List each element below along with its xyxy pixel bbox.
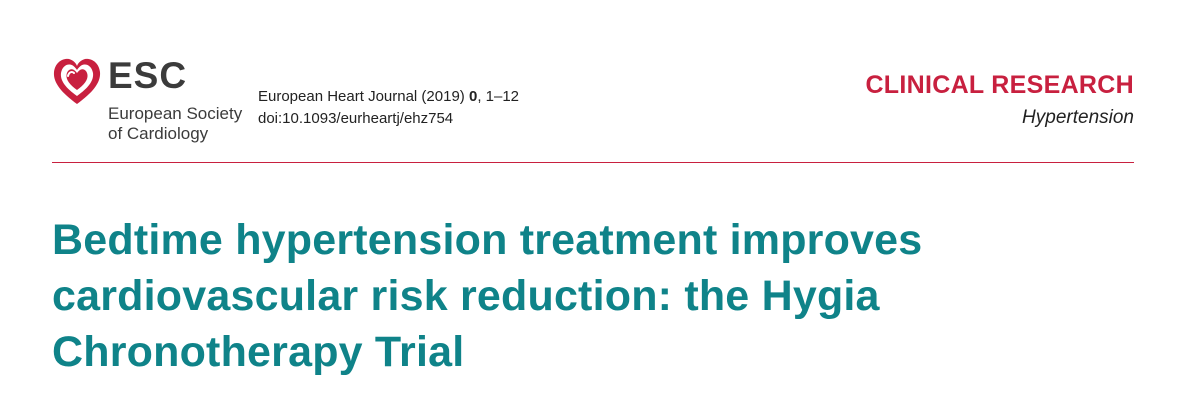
logo-name-line1: European Society [108, 104, 243, 123]
section-labels: CLINICAL RESEARCH Hypertension [865, 70, 1134, 132]
logo-name-line2: of Cardiology [108, 124, 209, 143]
journal-reference: European Heart Journal (2019) 0, 1–12 [258, 86, 519, 108]
journal-name: European Heart Journal (2019) [258, 88, 469, 105]
journal-volume: 0 [468, 88, 478, 105]
logo-abbr: ESC [108, 55, 188, 96]
journal-citation: European Heart Journal (2019) 0, 1–12 do… [258, 86, 519, 130]
section-subtitle: Hypertension [1022, 107, 1134, 128]
journal-pages: , 1–12 [477, 88, 520, 105]
esc-logo: ESC European Society of Cardiology [52, 56, 252, 146]
heart-icon [53, 58, 101, 104]
header-divider [52, 162, 1134, 163]
section-title: CLINICAL RESEARCH [865, 71, 1134, 99]
journal-doi: doi:10.1093/eurheartj/ehz754 [258, 110, 454, 127]
logo-society-name: European Society of Cardiology [108, 104, 242, 144]
article-title: Bedtime hypertension treatment improves … [52, 216, 923, 376]
